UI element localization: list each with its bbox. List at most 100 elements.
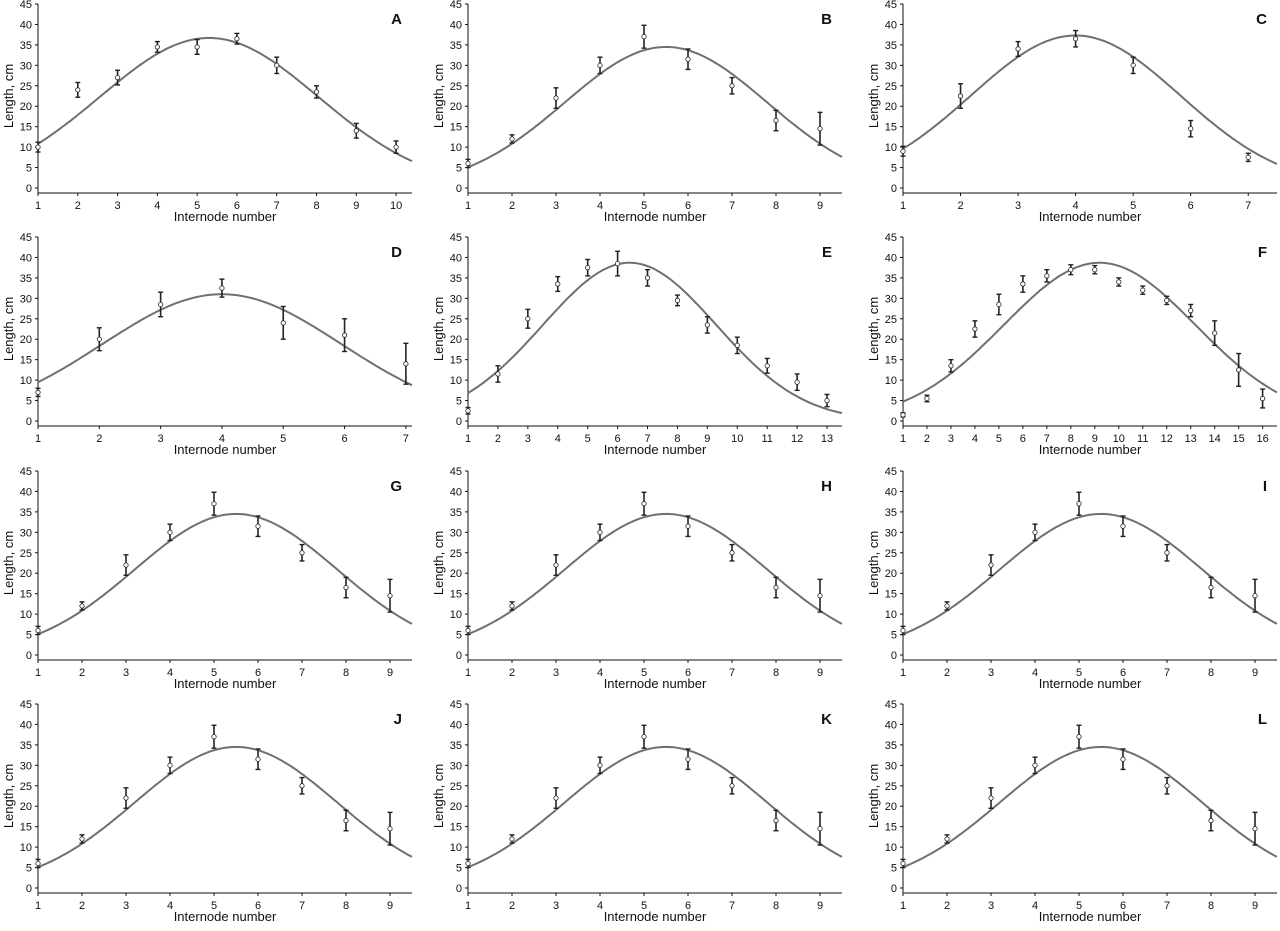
data-point bbox=[1188, 119, 1194, 138]
x-tick-label: 7 bbox=[1044, 433, 1050, 445]
y-tick-label: 40 bbox=[450, 19, 462, 31]
x-tick-label: 9 bbox=[1092, 433, 1098, 445]
x-axis-title: Internode number bbox=[1039, 209, 1142, 224]
point-marker bbox=[900, 860, 906, 867]
data-point bbox=[773, 576, 779, 599]
chart-panel-i: 0 5 10 15 20 25 30 35 40 45 1 2 3 4 5 6 7 8 9 Internode num… bbox=[865, 466, 1280, 698]
y-tick-label: 25 bbox=[20, 548, 32, 560]
data-point bbox=[274, 56, 280, 75]
fit-curve bbox=[37, 293, 413, 387]
x-tick-label: 6 bbox=[685, 900, 691, 912]
point-marker bbox=[123, 795, 129, 801]
x-tick-label: 9 bbox=[817, 900, 823, 912]
data-point bbox=[525, 308, 531, 329]
point-marker bbox=[1236, 367, 1242, 373]
x-tick-label: 2 bbox=[509, 200, 515, 212]
point-marker bbox=[1164, 783, 1170, 789]
y-tick-label: 15 bbox=[20, 822, 32, 834]
y-tick-label: 5 bbox=[26, 163, 32, 175]
data-point bbox=[75, 81, 81, 98]
data-point bbox=[704, 316, 710, 334]
point-marker bbox=[393, 144, 399, 150]
y-tick-label: 30 bbox=[885, 527, 897, 539]
x-tick-label: 1 bbox=[35, 900, 41, 912]
data-point bbox=[495, 365, 501, 383]
point-marker bbox=[988, 562, 994, 568]
chart-panel-h: 0 5 10 15 20 25 30 35 40 45 1 2 3 4 5 6 7 8 9 Internode num… bbox=[430, 466, 860, 698]
point-marker bbox=[641, 501, 647, 507]
data-point bbox=[1076, 491, 1082, 516]
y-tick-label: 20 bbox=[20, 101, 32, 113]
y-tick-label: 5 bbox=[26, 630, 32, 642]
x-tick-label: 3 bbox=[1015, 200, 1021, 212]
x-tick-label: 1 bbox=[465, 667, 471, 679]
data-point bbox=[211, 491, 217, 516]
data-point bbox=[255, 515, 261, 538]
data-point bbox=[1073, 29, 1079, 48]
y-tick-label: 5 bbox=[456, 863, 462, 875]
point-marker bbox=[387, 826, 393, 832]
point-marker bbox=[773, 817, 779, 824]
x-tick-label: 4 bbox=[167, 900, 173, 912]
point-marker bbox=[641, 34, 647, 40]
y-axis-title: Length, cm bbox=[866, 764, 881, 828]
data-point bbox=[219, 278, 225, 298]
x-tick-label: 5 bbox=[1076, 667, 1082, 679]
y-axis-title: Length, cm bbox=[431, 764, 446, 828]
point-marker bbox=[509, 136, 515, 142]
y-tick-label: 5 bbox=[456, 163, 462, 175]
x-tick-label: 1 bbox=[35, 667, 41, 679]
panel-letter: H bbox=[821, 478, 832, 495]
x-tick-label: 5 bbox=[585, 433, 591, 445]
point-marker bbox=[167, 529, 173, 535]
x-tick-label: 4 bbox=[1073, 200, 1079, 212]
data-point bbox=[167, 523, 173, 542]
chart-panel-e: 0 5 10 15 20 25 30 35 40 45 1 2 3 4 5 6 7 8 9 10 11 12 13 Inter… bbox=[430, 232, 860, 464]
data-point bbox=[644, 269, 651, 287]
point-marker bbox=[900, 412, 906, 418]
data-point bbox=[900, 145, 906, 157]
y-tick-label: 20 bbox=[885, 101, 897, 113]
x-tick-label: 4 bbox=[597, 667, 603, 679]
point-marker bbox=[729, 550, 735, 556]
data-point bbox=[1164, 295, 1170, 306]
x-axis-title: Internode number bbox=[604, 209, 707, 224]
x-tick-label: 2 bbox=[79, 667, 85, 679]
data-point bbox=[734, 336, 740, 355]
panel-letter: K bbox=[821, 711, 832, 728]
point-marker bbox=[79, 603, 85, 609]
x-tick-label: 7 bbox=[729, 667, 735, 679]
panel-letter: B bbox=[821, 11, 832, 28]
point-marker bbox=[988, 795, 994, 801]
data-point bbox=[988, 554, 994, 576]
y-tick-label: 40 bbox=[450, 719, 462, 731]
data-point bbox=[299, 776, 305, 795]
y-tick-label: 25 bbox=[450, 81, 462, 93]
data-point bbox=[1260, 388, 1266, 409]
y-tick-label: 45 bbox=[450, 466, 462, 478]
x-tick-label: 5 bbox=[996, 433, 1002, 445]
y-tick-label: 40 bbox=[450, 486, 462, 498]
x-tick-label: 7 bbox=[1245, 200, 1251, 212]
y-axis-title: Length, cm bbox=[1, 297, 16, 361]
point-marker bbox=[1164, 297, 1170, 303]
y-tick-label: 20 bbox=[885, 334, 897, 346]
y-tick-label: 40 bbox=[885, 719, 897, 731]
data-point bbox=[900, 858, 906, 869]
y-tick-label: 40 bbox=[20, 19, 32, 31]
panel-letter: D bbox=[391, 244, 402, 261]
data-point bbox=[509, 834, 515, 844]
y-tick-label: 10 bbox=[885, 375, 897, 387]
point-marker bbox=[387, 593, 393, 599]
y-tick-label: 45 bbox=[450, 232, 462, 244]
y-tick-label: 25 bbox=[20, 314, 32, 326]
fit-curve bbox=[37, 745, 413, 869]
x-tick-label: 6 bbox=[1120, 900, 1126, 912]
y-tick-label: 5 bbox=[26, 396, 32, 408]
point-marker bbox=[944, 603, 950, 609]
x-tick-label: 11 bbox=[1137, 433, 1148, 445]
x-tick-label: 12 bbox=[791, 433, 803, 445]
